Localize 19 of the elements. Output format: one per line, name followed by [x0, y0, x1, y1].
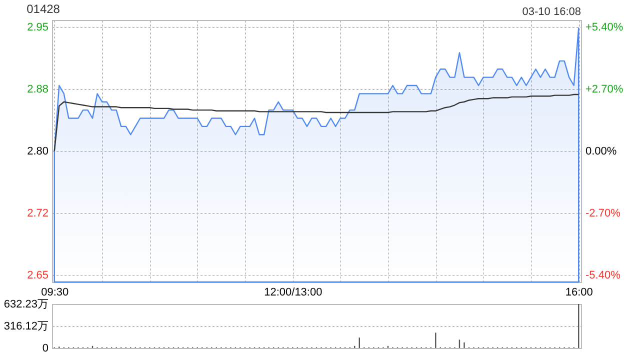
y-tick-label: 632.23万: [4, 298, 48, 310]
text: 03-10 16:08: [522, 6, 581, 18]
y2-tick-label: 0.00%: [586, 146, 617, 158]
y-tick-label: 2.88: [27, 84, 48, 96]
y2-tick-label: -5.40%: [586, 269, 621, 282]
line-series: [54, 94, 580, 152]
x-tick-label: 16:00: [565, 286, 593, 298]
y2-tick-label: -2.70%: [586, 207, 621, 220]
y2-tick-label: +5.40%: [586, 22, 624, 34]
y-tick-label: 2.80: [27, 146, 48, 158]
chart-title: 01428: [26, 2, 60, 16]
y-tick-label: 2.65: [27, 269, 48, 282]
y-tick-label: 316.12万: [4, 320, 48, 332]
y-tick-label: 2.72: [27, 207, 48, 220]
x-tick-label: 12:00/13:00: [264, 286, 322, 298]
y-tick-label: 0: [42, 342, 48, 354]
y2-tick-label: +2.70%: [586, 84, 624, 96]
y-tick-label: 2.95: [27, 22, 48, 34]
x-tick-label: 09:30: [41, 286, 69, 298]
